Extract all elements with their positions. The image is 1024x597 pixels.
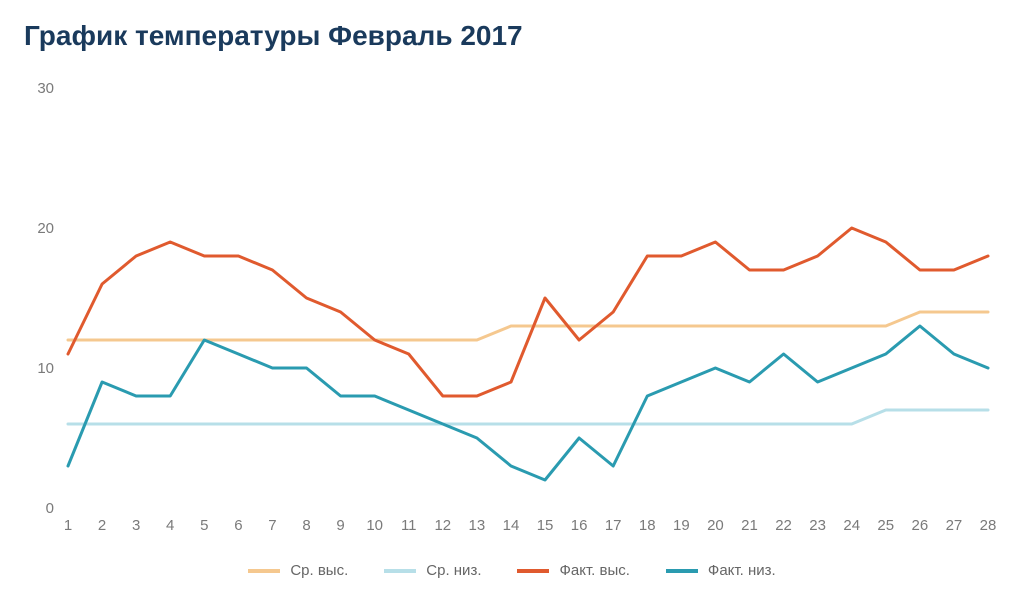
series-avg_high bbox=[68, 312, 988, 340]
svg-text:12: 12 bbox=[434, 517, 451, 534]
line-chart-svg: 0102030123456789101112131415161718192021… bbox=[24, 60, 1000, 540]
legend: Ср. выс. Ср. низ. Факт. выс. Факт. низ. bbox=[24, 556, 1000, 587]
svg-text:14: 14 bbox=[503, 517, 520, 534]
svg-text:4: 4 bbox=[166, 517, 174, 534]
svg-text:21: 21 bbox=[741, 517, 758, 534]
svg-text:23: 23 bbox=[809, 517, 826, 534]
svg-text:27: 27 bbox=[946, 517, 963, 534]
legend-swatch bbox=[517, 569, 549, 573]
chart-area: 0102030123456789101112131415161718192021… bbox=[24, 60, 1000, 556]
series-avg_low bbox=[68, 410, 988, 424]
legend-label: Ср. выс. bbox=[290, 562, 348, 579]
svg-text:24: 24 bbox=[843, 517, 860, 534]
legend-item-actual_high: Факт. выс. bbox=[517, 562, 629, 579]
svg-text:7: 7 bbox=[268, 517, 276, 534]
series-actual_low bbox=[68, 326, 988, 480]
legend-swatch bbox=[666, 569, 698, 573]
svg-text:6: 6 bbox=[234, 517, 242, 534]
legend-item-actual_low: Факт. низ. bbox=[666, 562, 776, 579]
svg-text:9: 9 bbox=[336, 517, 344, 534]
svg-text:13: 13 bbox=[469, 517, 486, 534]
svg-text:25: 25 bbox=[877, 517, 894, 534]
svg-text:22: 22 bbox=[775, 517, 792, 534]
legend-label: Ср. низ. bbox=[426, 562, 481, 579]
svg-text:2: 2 bbox=[98, 517, 106, 534]
svg-text:8: 8 bbox=[302, 517, 310, 534]
svg-text:20: 20 bbox=[37, 220, 54, 237]
chart-title: График температуры Февраль 2017 bbox=[24, 20, 1000, 52]
svg-text:1: 1 bbox=[64, 517, 72, 534]
legend-item-avg_high: Ср. выс. bbox=[248, 562, 348, 579]
svg-text:10: 10 bbox=[366, 517, 383, 534]
legend-swatch bbox=[384, 569, 416, 573]
svg-text:3: 3 bbox=[132, 517, 140, 534]
series-actual_high bbox=[68, 228, 988, 396]
svg-text:18: 18 bbox=[639, 517, 656, 534]
svg-text:11: 11 bbox=[401, 517, 417, 534]
svg-text:26: 26 bbox=[912, 517, 929, 534]
svg-text:15: 15 bbox=[537, 517, 554, 534]
svg-text:20: 20 bbox=[707, 517, 724, 534]
svg-text:16: 16 bbox=[571, 517, 588, 534]
legend-label: Факт. выс. bbox=[559, 562, 629, 579]
svg-text:19: 19 bbox=[673, 517, 690, 534]
svg-text:5: 5 bbox=[200, 517, 208, 534]
legend-item-avg_low: Ср. низ. bbox=[384, 562, 481, 579]
legend-swatch bbox=[248, 569, 280, 573]
svg-text:17: 17 bbox=[605, 517, 622, 534]
svg-text:0: 0 bbox=[46, 500, 54, 517]
svg-text:30: 30 bbox=[37, 80, 54, 97]
legend-label: Факт. низ. bbox=[708, 562, 776, 579]
svg-text:10: 10 bbox=[37, 360, 54, 377]
svg-text:28: 28 bbox=[980, 517, 997, 534]
